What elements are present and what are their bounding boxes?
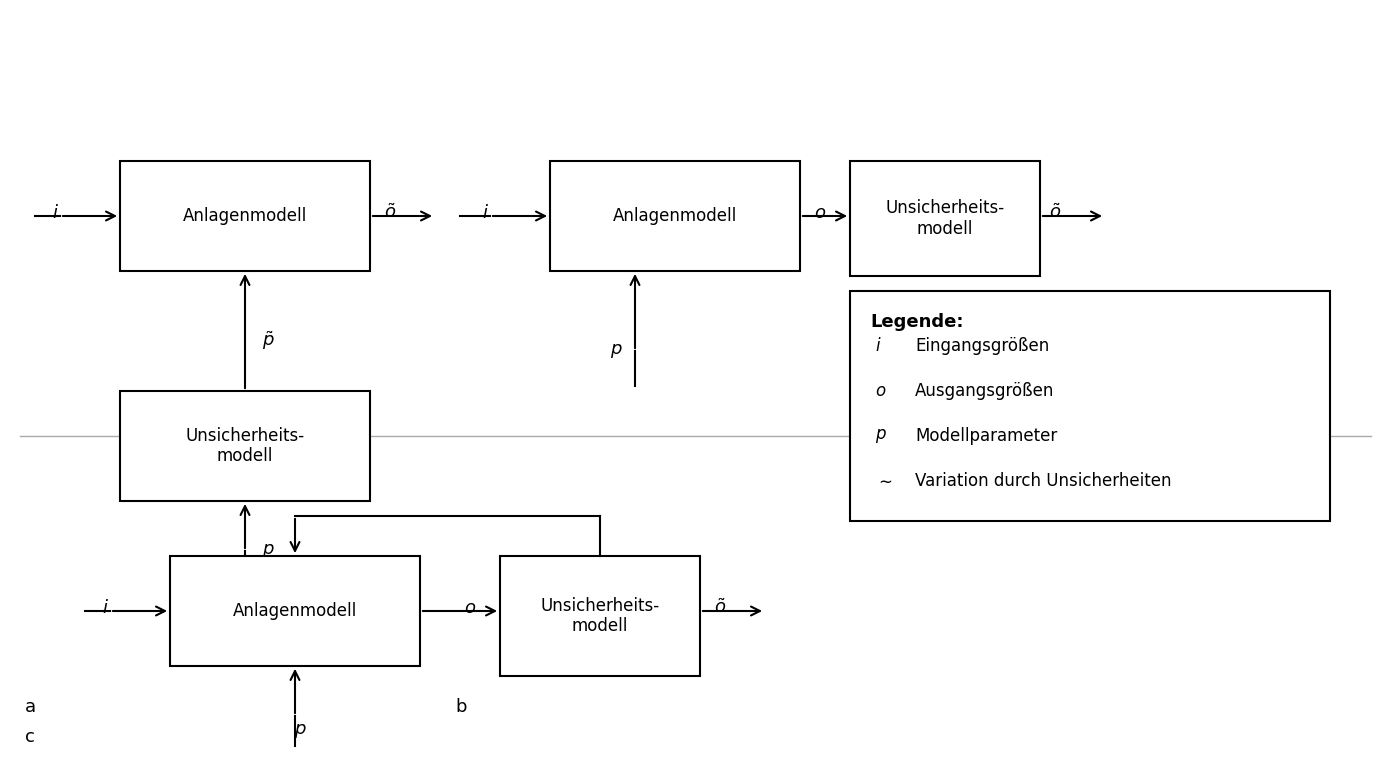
Text: $\tilde{p}$: $\tilde{p}$ bbox=[262, 330, 274, 352]
Text: $p$: $p$ bbox=[262, 542, 274, 560]
Text: $i$: $i$ bbox=[481, 204, 488, 222]
Text: Variation durch Unsicherheiten: Variation durch Unsicherheiten bbox=[915, 472, 1171, 490]
Text: $p$: $p$ bbox=[611, 342, 623, 360]
Text: $o$: $o$ bbox=[814, 204, 826, 222]
Text: $o$: $o$ bbox=[875, 382, 886, 400]
Bar bbox=[850, 161, 1040, 276]
Text: $i$: $i$ bbox=[51, 204, 58, 222]
Text: c: c bbox=[25, 728, 35, 746]
Text: $o$: $o$ bbox=[465, 599, 476, 617]
Text: $i$: $i$ bbox=[875, 337, 882, 355]
Bar bbox=[549, 161, 800, 271]
Bar bbox=[499, 556, 700, 676]
Text: Modellparameter: Modellparameter bbox=[915, 427, 1057, 445]
Text: $\tilde{o}$: $\tilde{o}$ bbox=[384, 204, 396, 222]
Text: Eingangsgrößen: Eingangsgrößen bbox=[915, 337, 1049, 355]
Text: $\tilde{o}$: $\tilde{o}$ bbox=[1049, 204, 1061, 222]
Text: $\sim$: $\sim$ bbox=[875, 472, 893, 490]
Text: $i$: $i$ bbox=[102, 599, 108, 617]
Text: Unsicherheits-
modell: Unsicherheits- modell bbox=[541, 597, 659, 635]
Text: Unsicherheits-
modell: Unsicherheits- modell bbox=[185, 426, 305, 466]
Text: $p$: $p$ bbox=[294, 722, 306, 740]
Text: Legende:: Legende: bbox=[869, 313, 964, 331]
Text: a: a bbox=[25, 698, 36, 716]
Text: Anlagenmodell: Anlagenmodell bbox=[182, 207, 307, 225]
Bar bbox=[170, 556, 420, 666]
Bar bbox=[850, 291, 1330, 521]
Text: Unsicherheits-
modell: Unsicherheits- modell bbox=[886, 199, 1004, 238]
Text: $p$: $p$ bbox=[875, 427, 887, 445]
Bar bbox=[120, 391, 370, 501]
Text: Anlagenmodell: Anlagenmodell bbox=[232, 602, 357, 620]
Text: Anlagenmodell: Anlagenmodell bbox=[613, 207, 737, 225]
Text: $\tilde{o}$: $\tilde{o}$ bbox=[714, 599, 726, 618]
Text: Ausgangsgrößen: Ausgangsgrößen bbox=[915, 382, 1054, 400]
Text: b: b bbox=[455, 698, 466, 716]
Bar bbox=[120, 161, 370, 271]
